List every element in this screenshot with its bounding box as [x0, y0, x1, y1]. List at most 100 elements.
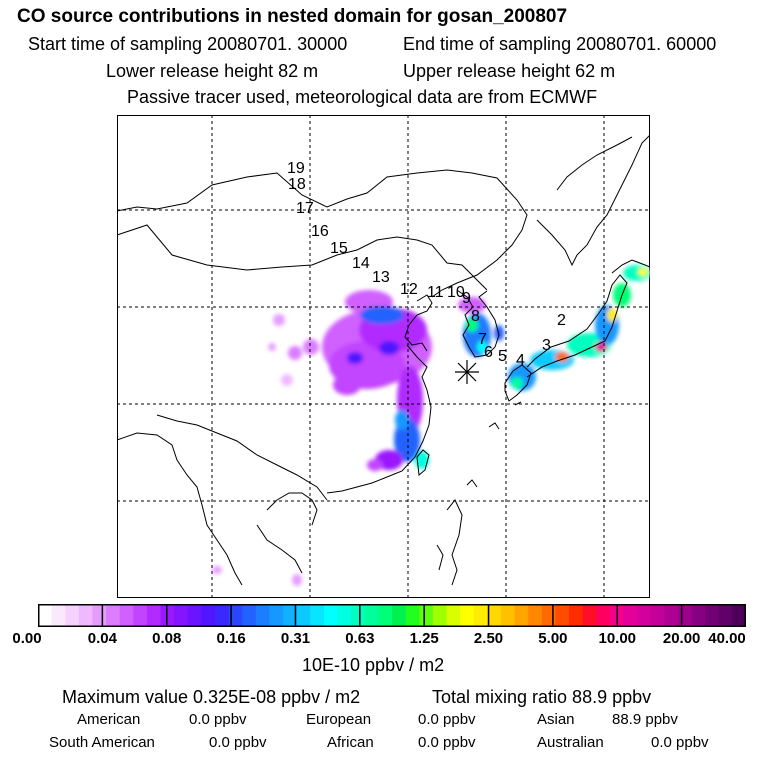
- trajectory-label-14: 14: [352, 255, 370, 272]
- region-african-label: African: [327, 734, 374, 751]
- trajectory-label-15: 15: [330, 240, 348, 257]
- colorbar-swatch: [650, 604, 665, 627]
- colorbar-tick-label: 0.63: [345, 630, 375, 647]
- trajectory-label-16: 16: [311, 223, 329, 240]
- colorbar-swatch: [174, 604, 189, 627]
- colorbar-swatch: [160, 604, 175, 627]
- co-plume: [212, 265, 650, 586]
- colorbar-swatch: [310, 604, 325, 627]
- coastlines: [117, 134, 650, 586]
- colorbar-tick-label: 0.04: [87, 630, 117, 647]
- colorbar-swatch: [65, 604, 80, 627]
- region-european-value: 0.0 ppbv: [418, 711, 476, 728]
- colorbar-swatch: [255, 604, 270, 627]
- colorbar-swatch: [487, 604, 502, 627]
- asterisk-icon: [455, 360, 479, 384]
- region-australian-label: Australian: [537, 734, 604, 751]
- trajectory-label-13: 13: [372, 269, 390, 286]
- colorbar-swatch: [92, 604, 107, 627]
- trajectory-label-9: 9: [462, 290, 471, 307]
- colorbar-swatch: [528, 604, 543, 627]
- colorbar-swatch: [691, 604, 706, 627]
- region-american-value: 0.0 ppbv: [189, 711, 247, 728]
- colorbar-swatch: [78, 604, 93, 627]
- colorbar-swatch: [119, 604, 134, 627]
- trajectory-label-3: 3: [542, 337, 551, 354]
- colorbar-swatch: [732, 604, 746, 627]
- region-european-label: European: [306, 711, 372, 728]
- region-asian-label: Asian: [537, 711, 575, 728]
- colorbar-swatch: [432, 604, 447, 627]
- colorbar-swatch: [269, 604, 284, 627]
- colorbar-swatch: [242, 604, 257, 627]
- lower-height-label: Lower release height 82 m: [106, 61, 319, 81]
- colorbar-swatch: [405, 604, 420, 627]
- colorbar-units: 10E-10 ppbv / m2: [302, 655, 445, 675]
- map-title: CO source contributions in nested domain…: [17, 6, 568, 27]
- maximum-value: Maximum value 0.325E-08 ppbv / m2: [62, 687, 361, 707]
- trajectory-label-2: 2: [557, 312, 566, 329]
- colorbar-swatch: [215, 604, 230, 627]
- colorbar-swatch: [460, 604, 475, 627]
- colorbar-swatch: [664, 604, 679, 627]
- region-south-american-value: 0.0 ppbv: [209, 734, 267, 751]
- colorbar-swatch: [283, 604, 298, 627]
- colorbar-swatch: [392, 604, 407, 627]
- region-american-label: American: [77, 711, 141, 728]
- trajectory-label-5: 5: [498, 348, 507, 365]
- colorbar-swatch: [106, 604, 121, 627]
- colorbar-tick-label: 0.16: [216, 630, 246, 647]
- colorbar-swatch: [51, 604, 66, 627]
- colorbar-swatch: [596, 604, 611, 627]
- colorbar-swatch: [228, 604, 243, 627]
- end-time-label: End time of sampling 20080701. 60000: [403, 34, 717, 54]
- trajectory-label-6: 6: [484, 344, 493, 361]
- colorbar-swatch: [500, 604, 516, 627]
- trajectory-label-11: 11: [427, 284, 444, 301]
- colorbar-swatch: [378, 604, 393, 627]
- trajectory-label-4: 4: [516, 352, 525, 369]
- region-australian-value: 0.0 ppbv: [651, 734, 709, 751]
- region-african-value: 0.0 ppbv: [418, 734, 476, 751]
- colorbar-tick-label: 20.00: [662, 630, 701, 647]
- colorbar-swatch: [555, 604, 570, 627]
- colorbar-swatch: [514, 604, 529, 627]
- colorbar-swatch: [38, 604, 53, 627]
- colorbar-tick-label: 10.00: [598, 630, 637, 647]
- colorbar-swatch: [623, 604, 638, 627]
- colorbar-tick-label: 1.25: [409, 630, 439, 647]
- region-asian-value: 88.9 ppbv: [612, 711, 678, 728]
- colorbar-swatch: [705, 604, 720, 627]
- colorbar-tick-label: 5.00: [538, 630, 568, 647]
- trajectory-label-17: 17: [296, 200, 314, 217]
- upper-height-label: Upper release height 62 m: [403, 61, 616, 81]
- colorbar-swatch: [473, 604, 488, 627]
- trajectory-label-8: 8: [471, 308, 480, 325]
- tracer-note: Passive tracer used, meteorological data…: [127, 87, 598, 107]
- colorbar-tick-label: 0.31: [280, 630, 311, 647]
- trajectory-label-12: 12: [400, 281, 418, 298]
- colorbar-swatch: [677, 604, 693, 627]
- colorbar-tick-label: 40.00: [708, 630, 746, 647]
- colorbar-swatch: [541, 604, 556, 627]
- colorbar-tick-label: 0.00: [12, 630, 42, 647]
- colorbar-swatch: [201, 604, 216, 627]
- colorbar-swatch: [718, 604, 733, 627]
- colorbar-swatch: [446, 604, 461, 627]
- colorbar-tick-label: 0.08: [152, 630, 182, 647]
- colorbar-swatch: [351, 604, 366, 627]
- colorbar-swatch: [133, 604, 148, 627]
- start-time-label: Start time of sampling 20080701. 30000: [28, 34, 348, 54]
- colorbar-swatch: [337, 604, 352, 627]
- colorbar-swatch: [323, 604, 339, 627]
- total-mixing-ratio: Total mixing ratio 88.9 ppbv: [432, 687, 652, 707]
- colorbar-swatch: [146, 604, 162, 627]
- trajectory-label-10: 10: [447, 284, 465, 301]
- trajectory-label-19: 19: [287, 160, 305, 177]
- colorbar-swatch: [637, 604, 652, 627]
- colorbar-swatch: [187, 604, 202, 627]
- colorbar-swatch: [296, 604, 311, 627]
- colorbar: [38, 604, 746, 627]
